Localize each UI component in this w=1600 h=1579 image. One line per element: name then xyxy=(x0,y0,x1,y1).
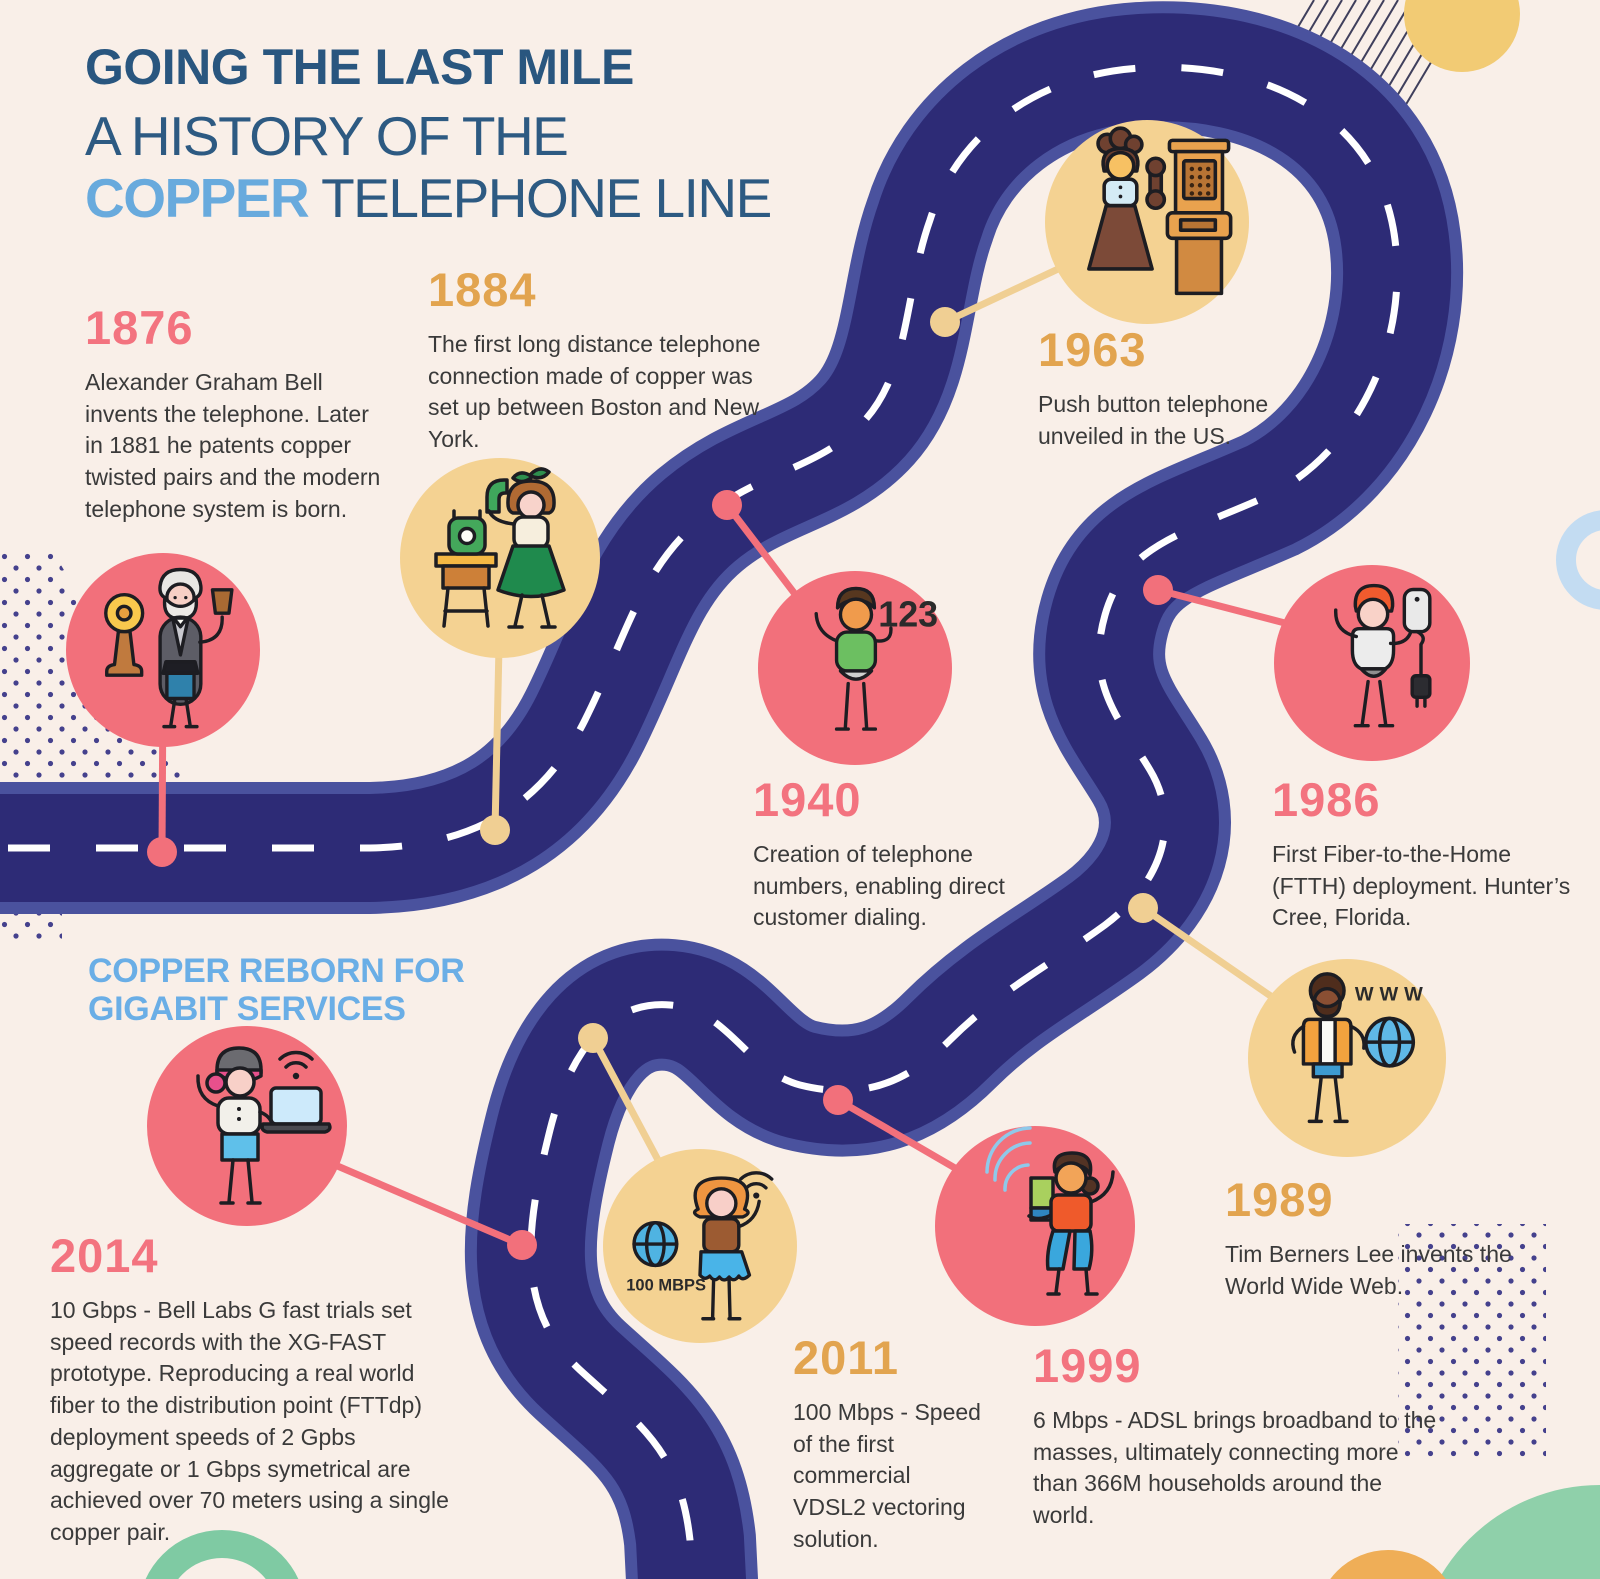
event-1940: 1940 Creation of telephone numbers, enab… xyxy=(753,772,1058,934)
event-year-1940: 1940 xyxy=(753,773,862,826)
road-marker-1876 xyxy=(147,837,177,867)
road-marker-2014 xyxy=(507,1230,537,1260)
badge-1940: 123 xyxy=(758,571,952,765)
dot-pattern-bottom-right-decoration xyxy=(1398,1224,1546,1462)
event-year-1963: 1963 xyxy=(1038,323,1147,376)
event-description-1884: The first long distance telephone connec… xyxy=(428,331,761,453)
road-marker-1989 xyxy=(1128,893,1158,923)
copper-highlight: COPPER xyxy=(85,166,310,229)
numbers-123-label: 123 xyxy=(878,594,938,634)
event-1989: 1989 Tim Berners Lee invents the World W… xyxy=(1225,1172,1525,1302)
event-description-1963: Push button telephone unveiled in the US… xyxy=(1038,391,1269,449)
badge-1884 xyxy=(400,458,600,658)
yellow-circle-decoration-top-right xyxy=(1404,0,1520,72)
badge-1876 xyxy=(66,553,260,747)
subtitle-line1: A HISTORY OF THE xyxy=(85,105,569,167)
road-marker-1963 xyxy=(930,307,960,337)
badge-1963 xyxy=(1045,120,1249,324)
badge-2011: 100 MBPS xyxy=(603,1149,797,1343)
event-description-1986: First Fiber-to-the-Home (FTTH) deploymen… xyxy=(1272,841,1571,931)
event-year-2014: 2014 xyxy=(50,1229,159,1282)
winding-road xyxy=(0,1,1464,1579)
green-ring-decoration-bottom-left xyxy=(145,1530,299,1579)
event-1884: 1884 The first long distance telephone c… xyxy=(428,262,778,456)
operator-woman-with-desk-telephone-icon xyxy=(400,458,600,658)
green-circle-decoration-bottom-right xyxy=(1438,1485,1600,1579)
event-year-2011: 2011 xyxy=(793,1331,899,1384)
event-2011: 2011 100 Mbps - Speed of the first comme… xyxy=(793,1330,988,1556)
road-marker-1884 xyxy=(480,815,510,845)
badge-1999 xyxy=(935,1126,1135,1326)
man-with-telephone-numbers-icon: 123 xyxy=(758,571,952,765)
alexander-graham-bell-with-candlestick-telephone-icon xyxy=(66,553,260,747)
section-heading-line1: COPPER REBORN FOR xyxy=(88,952,465,990)
subtitle-line2-rest: TELEPHONE LINE xyxy=(308,166,772,229)
event-year-1999: 1999 xyxy=(1033,1339,1142,1392)
event-1876: 1876 Alexander Graham Bell invents the t… xyxy=(85,300,390,526)
woman-with-adsl-modem-wifi-icon xyxy=(935,1126,1135,1326)
event-1986: 1986 First Fiber-to-the-Home (FTTH) depl… xyxy=(1272,772,1572,934)
speed-100mbps-label: 100 MBPS xyxy=(626,1277,706,1295)
road-marker-1986 xyxy=(1143,575,1173,605)
event-year-1989: 1989 xyxy=(1225,1173,1334,1226)
event-year-1884: 1884 xyxy=(428,263,537,316)
blue-ring-decoration-right xyxy=(1556,510,1600,610)
tim-berners-lee-with-www-globe-icon: WWW xyxy=(1248,959,1446,1157)
event-1963: 1963 Push button telephone unveiled in t… xyxy=(1038,322,1348,452)
event-year-1986: 1986 xyxy=(1272,773,1381,826)
event-description-1940: Creation of telephone numbers, enabling … xyxy=(753,841,1005,931)
person-with-fiber-modem-and-plug-icon xyxy=(1274,565,1470,761)
orange-circle-decoration-bottom-right xyxy=(1330,1550,1446,1579)
badge-1986 xyxy=(1274,565,1470,761)
road-marker-1999 xyxy=(823,1085,853,1115)
road-marker-1940 xyxy=(712,490,742,520)
event-description-2014: 10 Gbps - Bell Labs G fast trials set sp… xyxy=(50,1297,449,1546)
event-description-1989: Tim Berners Lee invents the World Wide W… xyxy=(1225,1241,1512,1299)
section-heading-line2: GIGABIT SERVICES xyxy=(88,990,406,1029)
subtitle-line2: COPPER TELEPHONE LINE xyxy=(85,166,772,230)
event-year-1876: 1876 xyxy=(85,301,194,354)
road-center-dashes xyxy=(0,63,1401,1579)
road-markers xyxy=(147,307,1173,1260)
event-1999: 1999 6 Mbps - ADSL brings broadband to t… xyxy=(1033,1338,1448,1532)
event-2014: 2014 10 Gbps - Bell Labs G fast trials s… xyxy=(50,1228,450,1549)
title-block: GOING THE LAST MILE A HISTORY OF THE COP… xyxy=(85,38,772,230)
badge-1989: WWW xyxy=(1248,959,1446,1157)
woman-with-push-button-payphone-icon xyxy=(1045,120,1249,324)
event-description-2011: 100 Mbps - Speed of the first commercial… xyxy=(793,1399,981,1552)
main-title: GOING THE LAST MILE xyxy=(85,39,634,95)
event-description-1999: 6 Mbps - ADSL brings broadband to the ma… xyxy=(1033,1407,1437,1529)
www-label: WWW xyxy=(1355,984,1429,1006)
woman-with-laptop-wifi-icon xyxy=(147,1026,347,1226)
road-marker-2011 xyxy=(578,1023,608,1053)
badge-2014 xyxy=(147,1026,347,1226)
woman-with-globe-100mbps-icon: 100 MBPS xyxy=(603,1149,797,1343)
event-description-1876: Alexander Graham Bell invents the teleph… xyxy=(85,369,381,522)
section-heading-copper-reborn: COPPER REBORN FOR GIGABIT SERVICES xyxy=(88,952,465,1028)
